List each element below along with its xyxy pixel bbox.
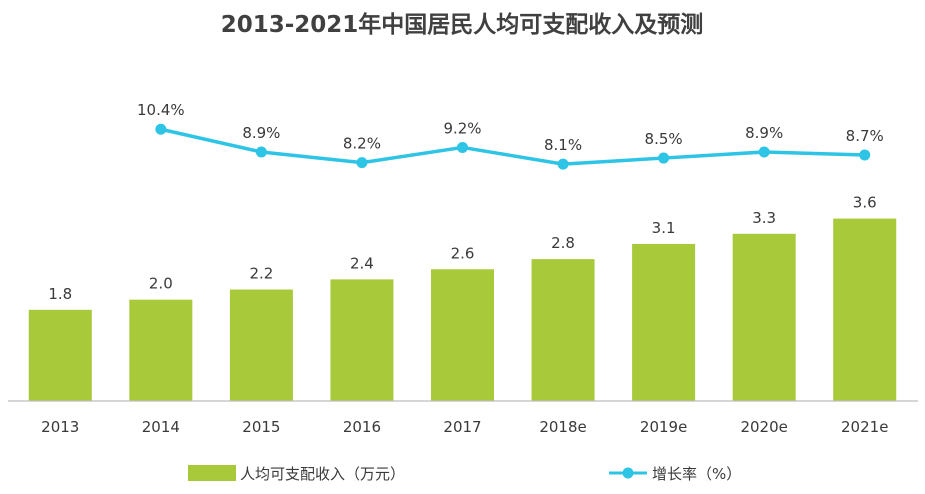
x-tick-2021e: 2021e — [841, 418, 888, 436]
bar-2014 — [129, 299, 193, 401]
x-tick-2017: 2017 — [443, 418, 481, 436]
x-tick-2016: 2016 — [343, 418, 381, 436]
bar-2020e — [732, 233, 796, 401]
bar-label-2017: 2.6 — [451, 244, 475, 262]
growth-point-2014 — [155, 123, 167, 135]
growth-rate-line — [160, 127, 865, 166]
bar-label-2021e: 3.6 — [853, 194, 877, 212]
bar-2016 — [330, 279, 394, 401]
x-tick-2014: 2014 — [142, 418, 180, 436]
x-tick-2019e: 2019e — [640, 418, 687, 436]
growth-point-2021e — [859, 149, 871, 161]
bar-label-2013: 1.8 — [48, 285, 72, 303]
x-tick-2013: 2013 — [41, 418, 79, 436]
bar-2021e — [833, 218, 897, 401]
bar-2017 — [431, 269, 494, 401]
bar-2013 — [28, 309, 92, 401]
x-tick-2015: 2015 — [242, 418, 280, 436]
legend: 人均可支配收入（万元） 增长率（%） — [188, 465, 741, 483]
legend-line-label: 增长率（%） — [652, 465, 741, 483]
bar-2019e — [632, 243, 696, 401]
growth-point-2016 — [356, 157, 368, 169]
bar-label-2020e: 3.3 — [752, 209, 776, 227]
growth-label-2021e: 8.7% — [846, 127, 884, 145]
growth-label-2017: 9.2% — [443, 119, 481, 137]
bar-value-labels: 1.8 2.0 2.2 2.4 2.6 2.8 3.1 3.3 3.6 — [48, 194, 876, 303]
bar-label-2018e: 2.8 — [551, 234, 575, 252]
growth-point-2018e — [557, 158, 569, 170]
x-tick-2020e: 2020e — [740, 418, 787, 436]
x-axis-ticks: 2013 2014 2015 2016 2017 2018e 2019e 2020e 2021e — [41, 418, 888, 436]
growth-point-2017 — [457, 141, 468, 153]
growth-point-2019e — [658, 152, 670, 164]
bar-2018e — [531, 259, 595, 401]
bar-label-2014: 2.0 — [149, 275, 173, 293]
chart-title: 2013-2021年中国居民人均可支配收入及预测 — [221, 11, 704, 38]
growth-label-2016: 8.2% — [343, 135, 381, 153]
legend-bar-label: 人均可支配收入（万元） — [240, 465, 405, 483]
growth-point-2020e — [758, 146, 770, 158]
growth-label-2018e: 8.1% — [544, 136, 582, 154]
bar-series — [28, 218, 897, 401]
growth-label-2019e: 8.5% — [645, 130, 683, 148]
bar-label-2015: 2.2 — [249, 265, 273, 283]
line-value-labels: 10.4% 8.9% 8.2% 9.2% 8.1% 8.5% 8.9% 8.7% — [137, 101, 884, 154]
legend-line-marker — [622, 467, 634, 479]
growth-label-2020e: 8.9% — [745, 124, 783, 142]
growth-label-2015: 8.9% — [242, 124, 280, 142]
bar-label-2016: 2.4 — [350, 254, 374, 272]
legend-bar-swatch — [188, 465, 236, 481]
line-series — [155, 123, 871, 170]
bar-label-2019e: 3.1 — [652, 219, 676, 237]
bar-2015 — [229, 289, 293, 401]
growth-point-2015 — [255, 146, 267, 158]
x-tick-2018e: 2018e — [539, 418, 586, 436]
growth-label-2014: 10.4% — [137, 101, 185, 119]
